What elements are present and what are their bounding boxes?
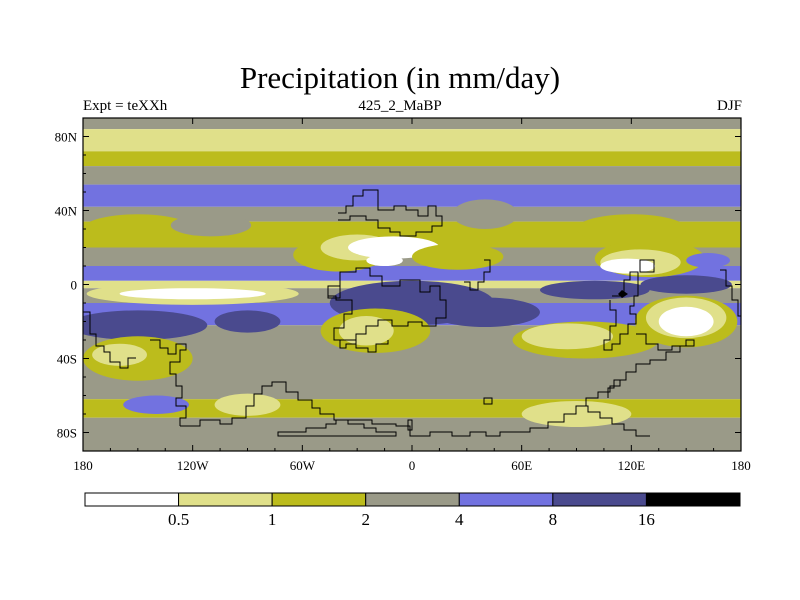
coastline-southern-fragments — [340, 339, 389, 353]
colorbar-label: 4 — [455, 510, 464, 529]
coastline-equatorial-continent — [327, 267, 447, 349]
y-tick-label: 40N — [55, 204, 78, 219]
y-tick-label: 80N — [55, 130, 78, 145]
precip-patch-32 — [123, 395, 190, 414]
colorbar-box — [645, 492, 741, 507]
precip-patch-16 — [686, 253, 731, 268]
x-tick-label: 60W — [290, 458, 316, 473]
chart-title: Precipitation (in mm/day) — [239, 60, 561, 95]
y-axis: 80N 40N 0 40S 80S — [55, 130, 741, 441]
precip-patch-23 — [521, 323, 614, 350]
zonal-band-1 — [83, 129, 741, 152]
colorbar-label: 1 — [268, 510, 277, 529]
coastline-pacific-south — [150, 339, 187, 426]
colorbar-box — [178, 492, 273, 507]
precip-patch-11 — [366, 254, 403, 266]
colorbar-box — [458, 492, 554, 507]
precip-patch-15 — [600, 258, 656, 274]
x-tick-label: 0 — [409, 458, 416, 473]
precip-patch-5 — [430, 297, 540, 328]
colorbar-label: 0.5 — [168, 510, 189, 529]
x-tick-label: 180 — [731, 458, 751, 473]
y-tick-label: 40S — [57, 352, 77, 367]
colorbar-label: 16 — [638, 510, 655, 529]
period-label: 425_2_MaBP — [358, 98, 442, 114]
x-tick-label: 120W — [177, 458, 210, 473]
experiment-label: Expt = teXXh — [83, 98, 168, 114]
precip-patch-7 — [640, 275, 732, 294]
coastline-africa-north — [464, 259, 491, 291]
precipitation-field — [83, 118, 741, 451]
precip-patch-1 — [119, 288, 266, 300]
coastline-island-b — [327, 285, 341, 299]
coastline-east-antarctica — [576, 405, 650, 437]
precip-patch-2 — [83, 310, 208, 340]
coastline-island-a — [639, 259, 655, 273]
x-tick-label: 120E — [618, 458, 646, 473]
coastline-southeast — [607, 333, 695, 398]
zonal-band-3 — [83, 166, 741, 185]
x-tick-label: 60E — [511, 458, 532, 473]
coastline-north-atlantic — [338, 189, 443, 237]
precip-patch-28 — [576, 214, 687, 244]
coastline-island-d — [407, 419, 413, 431]
colorbar-box — [552, 492, 647, 507]
precip-patch-3 — [214, 310, 281, 333]
y-tick-label: 0 — [71, 278, 78, 293]
precip-patch-27 — [170, 214, 252, 237]
coastline-layer — [83, 189, 741, 437]
colorbar-box — [84, 492, 180, 507]
coastline-west-margin — [83, 311, 136, 369]
precip-patch-29 — [452, 199, 519, 229]
colorbar: 0.5 1 2 4 8 16 — [84, 492, 741, 529]
coastline-island-c — [483, 397, 493, 405]
precip-patch-19 — [658, 306, 714, 337]
y-tick-label: 80S — [57, 426, 77, 441]
colorbar-label: 8 — [549, 510, 558, 529]
precip-patch-12 — [412, 243, 504, 270]
precip-patch-6 — [539, 280, 650, 300]
x-axis: 180 120W 60W 0 60E 120E 180 — [73, 118, 751, 473]
zonal-band-2 — [83, 151, 741, 167]
precip-patch-25 — [92, 343, 147, 366]
precip-patch-26 — [83, 214, 193, 244]
precip-patch-33 — [174, 434, 540, 450]
coastline-asia-east — [603, 271, 639, 351]
precip-patch-30 — [214, 393, 281, 416]
colorbar-label: 2 — [361, 510, 370, 529]
point-marker — [618, 290, 628, 298]
zonal-band-5 — [83, 206, 741, 222]
colorbar-box — [365, 492, 460, 507]
x-tick-label: 180 — [73, 458, 93, 473]
zonal-band-4 — [83, 184, 741, 207]
zonal-band-8 — [83, 266, 741, 281]
season-label: DJF — [716, 98, 742, 114]
coastline-antarctica — [180, 380, 621, 437]
colorbar-box — [271, 492, 367, 507]
coastline-west-pacific — [720, 269, 741, 317]
